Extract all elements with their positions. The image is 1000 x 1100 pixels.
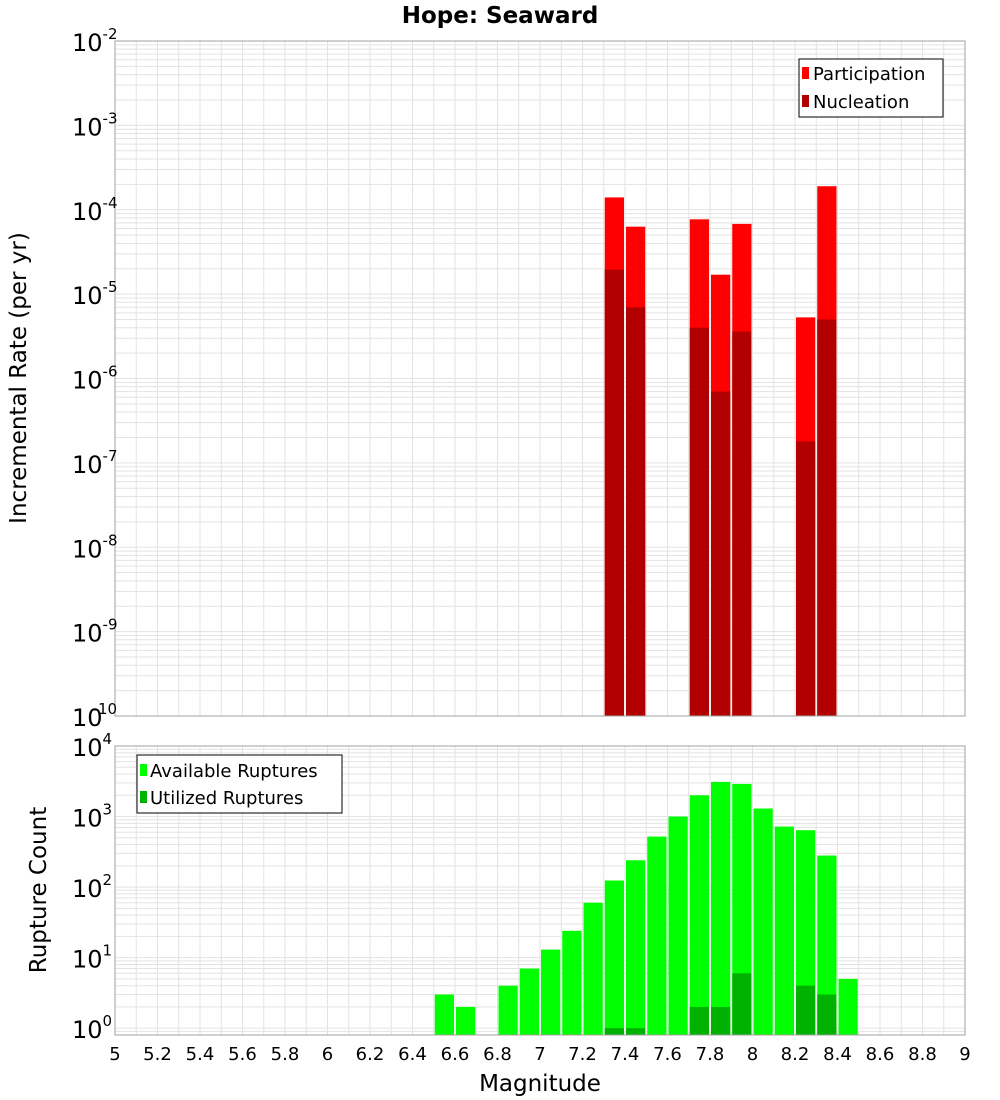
count-utilized-ruptures-bar	[604, 1028, 624, 1035]
rate-nucleation-bar	[689, 327, 709, 716]
rate-y-tick-label: 10-10	[72, 700, 117, 732]
x-tick-label: 7.4	[611, 1044, 640, 1065]
count-y-tick-label: 101	[72, 942, 112, 974]
count-legend: Available Ruptures Utilized Ruptures	[136, 754, 343, 814]
x-tick-label: 7.6	[653, 1044, 682, 1065]
rate-y-tick-labels: 10-10 10-9 10-8 10-7 10-6 10-5 10-4 10-3 10-2	[72, 25, 118, 732]
x-tick-label: 6.6	[441, 1044, 470, 1065]
count-available-ruptures-bar	[689, 795, 709, 1035]
count-available-ruptures-bar	[732, 783, 752, 1035]
x-tick-label: 9	[959, 1044, 970, 1065]
rate-y-tick-label: 10-2	[72, 25, 118, 57]
participation-legend-swatch	[802, 67, 809, 79]
count-available-ruptures-bar	[711, 781, 731, 1035]
x-tick-label: 8.8	[908, 1044, 937, 1065]
x-tick-label: 6.2	[356, 1044, 385, 1065]
rate-y-axis-title: Incremental Rate (per yr)	[6, 232, 32, 524]
available-ruptures-legend-swatch	[140, 764, 147, 776]
count-available-ruptures-bar	[519, 968, 539, 1035]
x-tick-label: 6.8	[483, 1044, 512, 1065]
rate-y-tick-label: 10-7	[72, 447, 118, 479]
count-available-ruptures-bar	[498, 985, 518, 1035]
utilized-ruptures-legend-swatch	[140, 791, 147, 803]
utilized-ruptures-legend-label: Utilized Ruptures	[150, 788, 303, 809]
x-tick-label: 6	[322, 1044, 333, 1065]
x-tick-label: 8.2	[781, 1044, 810, 1065]
rate-nucleation-bar	[711, 391, 731, 716]
count-available-ruptures-bar	[604, 880, 624, 1035]
count-available-ruptures-bar	[817, 855, 837, 1035]
x-tick-label: 5.8	[271, 1044, 300, 1065]
count-available-ruptures-bar	[456, 1006, 476, 1035]
rate-nucleation-bar	[732, 331, 752, 716]
rate-nucleation-bar	[796, 441, 816, 716]
count-utilized-ruptures-bar	[689, 1006, 709, 1035]
nucleation-legend-swatch	[802, 95, 809, 107]
rate-legend-box	[798, 58, 944, 118]
count-utilized-ruptures-bar	[711, 1006, 731, 1035]
rate-panel-bars	[604, 186, 837, 717]
count-y-tick-label: 102	[72, 871, 112, 903]
count-available-ruptures-bar	[838, 978, 858, 1035]
count-available-ruptures-bar	[583, 902, 603, 1035]
x-tick-label: 8	[747, 1044, 758, 1065]
count-y-tick-label: 104	[72, 730, 112, 762]
x-tick-label: 5.6	[228, 1044, 257, 1065]
count-available-ruptures-bar	[434, 994, 454, 1035]
x-tick-label: 5.4	[186, 1044, 215, 1065]
x-tick-label: 8.6	[866, 1044, 895, 1065]
count-plot-area	[114, 745, 966, 1036]
x-tick-label: 7	[534, 1044, 545, 1065]
count-available-ruptures-bar	[562, 930, 582, 1035]
count-panel-bars	[434, 781, 858, 1035]
count-available-ruptures-bar	[541, 949, 561, 1035]
count-y-tick-labels: 100 101 102 103 104	[72, 730, 112, 1044]
participation-legend-label: Participation	[813, 64, 925, 85]
rate-y-tick-label: 10-6	[72, 363, 118, 395]
count-available-ruptures-bar	[796, 830, 816, 1035]
x-tick-labels: 5 5.2 5.4 5.6 5.8 6 6.2 6.4 6.6 6.8 7 7.2 7.4 7.6 7.8 8…	[109, 1044, 970, 1065]
rate-y-tick-label: 10-3	[72, 109, 118, 141]
count-utilized-ruptures-bar	[732, 973, 752, 1035]
x-tick-label: 7.2	[568, 1044, 597, 1065]
count-available-ruptures-bar	[668, 816, 688, 1035]
count-y-tick-label: 103	[72, 801, 112, 833]
count-available-ruptures-bar	[753, 808, 773, 1035]
count-utilized-ruptures-bar	[626, 1028, 646, 1035]
rate-y-tick-label: 10-5	[72, 278, 118, 310]
x-tick-label: 8.4	[823, 1044, 852, 1065]
x-tick-label: 6.4	[398, 1044, 427, 1065]
x-axis-title: Magnitude	[479, 1071, 601, 1097]
rate-y-tick-label: 10-9	[72, 616, 118, 648]
rate-panel-gridlines	[114, 41, 966, 717]
rate-nucleation-bar	[817, 319, 837, 716]
x-tick-label: 5.2	[143, 1044, 172, 1065]
rate-nucleation-bar	[626, 307, 646, 716]
count-available-ruptures-bar	[626, 860, 646, 1035]
count-legend-box	[136, 754, 343, 814]
count-y-tick-label: 100	[72, 1012, 112, 1044]
rate-y-tick-label: 10-4	[72, 194, 118, 226]
available-ruptures-legend-label: Available Ruptures	[150, 761, 318, 782]
count-available-ruptures-bar	[774, 826, 794, 1035]
x-tick-label: 5	[109, 1044, 120, 1065]
nucleation-legend-label: Nucleation	[813, 92, 909, 113]
count-utilized-ruptures-bar	[796, 985, 816, 1035]
chart-title: Hope: Seaward	[402, 3, 599, 29]
rate-nucleation-bar	[604, 269, 624, 716]
count-utilized-ruptures-bar	[817, 994, 837, 1035]
rate-plot-area	[114, 40, 966, 717]
count-available-ruptures-bar	[647, 836, 667, 1035]
count-y-axis-title: Rupture Count	[26, 807, 52, 973]
rate-legend: Participation Nucleation	[798, 58, 944, 118]
x-tick-label: 7.8	[696, 1044, 725, 1065]
rate-y-tick-label: 10-8	[72, 531, 118, 563]
